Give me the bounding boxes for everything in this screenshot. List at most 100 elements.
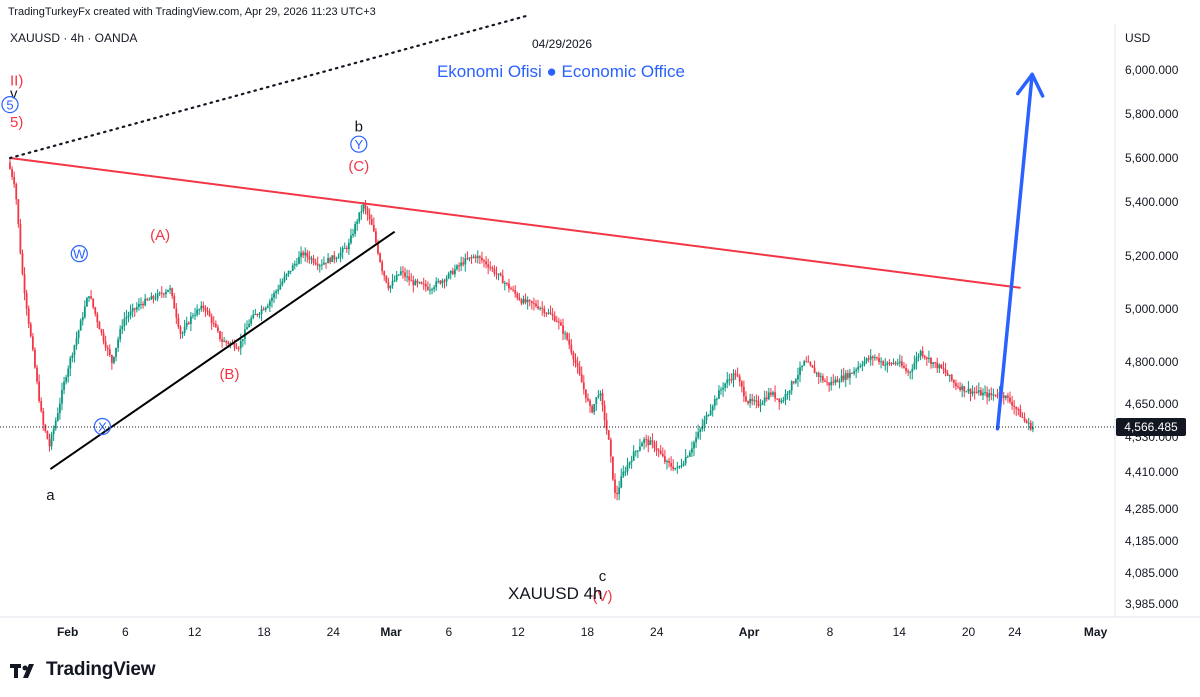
candle-body — [634, 451, 637, 453]
candle-body — [834, 379, 837, 383]
candle-body — [154, 298, 157, 300]
candle-body — [863, 361, 866, 365]
candle-body — [416, 280, 419, 283]
candle-body — [703, 420, 706, 426]
candle-body — [137, 303, 140, 307]
candle-body — [217, 327, 219, 332]
candle-body — [950, 374, 953, 381]
candle-body — [489, 267, 492, 269]
last-price-value: 4,566.485 — [1124, 420, 1178, 434]
time-tick-label: 6 — [122, 625, 129, 639]
candle-body — [239, 340, 242, 349]
candle-body — [36, 367, 38, 382]
candle-body — [587, 398, 589, 401]
candle-body — [726, 379, 729, 384]
candle-body — [264, 307, 267, 310]
candle-body — [451, 270, 454, 275]
candle-body — [478, 256, 481, 258]
candle-body — [385, 275, 388, 283]
candle-body — [955, 383, 957, 387]
candle-body — [605, 420, 608, 431]
candle-body — [661, 453, 664, 457]
candle-body — [973, 391, 976, 393]
candle-body — [836, 379, 839, 383]
candle-body — [104, 341, 107, 348]
candle-body — [668, 460, 670, 463]
candle-body — [543, 308, 546, 314]
candle-body — [144, 298, 147, 306]
candle-body — [291, 265, 294, 271]
candle-body — [965, 391, 968, 393]
candle-body — [470, 257, 473, 259]
candle-body — [890, 363, 893, 365]
candle-body — [246, 327, 248, 330]
candle-body — [389, 285, 392, 289]
candle-body — [867, 358, 870, 360]
candle-body — [894, 362, 897, 364]
candle-body — [156, 293, 159, 299]
candle-body — [431, 289, 433, 291]
time-axis[interactable]: Feb 6 12 18 24 Mar 6 12 18 24 Apr 8 14 20 24 May — [57, 625, 1108, 639]
candle-body — [372, 224, 375, 232]
candle-body — [672, 466, 675, 470]
time-tick-label: 12 — [188, 625, 202, 639]
time-tick-label: 6 — [445, 625, 452, 639]
candle-body — [792, 381, 795, 383]
candle-body — [171, 288, 174, 296]
candle-body — [83, 306, 86, 318]
candle-body — [296, 263, 298, 265]
candle-body — [859, 365, 862, 367]
candle-body — [705, 415, 708, 421]
time-tick-label: 24 — [327, 625, 341, 639]
candle-body — [300, 252, 302, 257]
candle-body — [824, 380, 826, 382]
candle-body — [98, 322, 101, 330]
candle-body — [934, 362, 937, 364]
candle-body — [728, 379, 731, 381]
candle-body — [123, 318, 126, 327]
candle-body — [990, 393, 993, 396]
candle-body — [268, 301, 271, 306]
candle-body — [560, 322, 562, 326]
candle-body — [410, 280, 413, 282]
candle-body — [882, 361, 885, 366]
candle-body — [454, 269, 456, 275]
time-tick-label: 20 — [962, 625, 976, 639]
candle-body — [770, 392, 772, 395]
candle-body — [584, 389, 587, 399]
candle-body — [260, 309, 263, 314]
wave-label: a — [46, 487, 55, 504]
candle-body — [352, 233, 354, 236]
candle-body — [742, 386, 745, 397]
candle-body — [485, 261, 487, 265]
candle-body — [21, 253, 24, 275]
candle-body — [110, 355, 113, 363]
price-tick-label: 4,650.000 — [1125, 397, 1179, 411]
candle-body — [722, 387, 724, 390]
wave-label: 5) — [10, 114, 23, 131]
candle-body — [840, 375, 843, 382]
price-tick-label: 5,000.000 — [1125, 302, 1179, 316]
candle-body — [898, 361, 901, 364]
candle-body — [81, 317, 84, 321]
candle-body — [799, 367, 801, 376]
candle-body — [437, 280, 440, 282]
candle-body — [358, 212, 361, 222]
candle-body — [928, 358, 930, 360]
candle-body — [158, 292, 161, 294]
price-axis[interactable]: 6,000.000 5,800.000 5,600.000 5,400.000 5,20… — [1125, 63, 1179, 611]
candle-body — [77, 330, 80, 339]
candle-body — [106, 347, 109, 350]
candle-body — [732, 373, 735, 381]
candle-body — [892, 362, 895, 364]
candle-body — [948, 374, 951, 376]
candle-body — [25, 293, 28, 309]
candle-body — [131, 308, 134, 312]
candle-body — [468, 257, 471, 259]
candle-body — [801, 365, 803, 368]
candle-body — [495, 273, 498, 275]
candle-body — [377, 242, 379, 254]
candle-body — [67, 368, 70, 378]
candle-body — [1031, 427, 1034, 430]
